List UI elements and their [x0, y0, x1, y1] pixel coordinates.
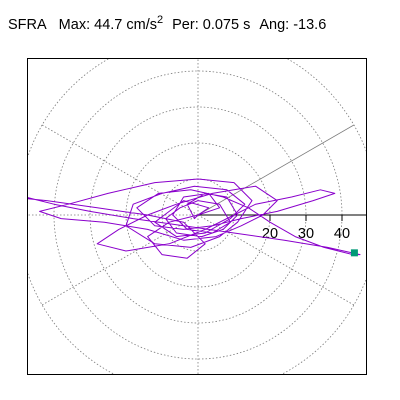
angle-label: Ang:: [259, 17, 290, 33]
radial-axis: 20 30 40: [198, 214, 366, 242]
max-marker-group: [350, 249, 358, 257]
radial-tick-label: 30: [298, 226, 314, 242]
period-label: Per:: [172, 17, 199, 33]
max-value: 44.7: [94, 17, 123, 33]
plot-frame: 20 30 40: [27, 58, 367, 375]
station-code: SFRA: [8, 17, 47, 33]
angle-value: -13.6: [293, 17, 327, 33]
chart-title: SFRA Max: 44.7 cm/s2 Per: 0.075 s Ang: -13.…: [8, 14, 326, 33]
radial-tick-label: 40: [334, 226, 350, 242]
max-unit: cm/s: [126, 17, 157, 33]
polar-plot: 20 30 40: [28, 59, 366, 374]
period-value: 0.075 s: [202, 17, 251, 33]
radial-tick-label: 20: [262, 226, 278, 242]
grid-spoke: [41, 124, 199, 216]
trace-line: [28, 178, 361, 259]
max-label: Max:: [58, 17, 91, 33]
max-point-marker: [350, 249, 358, 257]
motion-trace: [28, 178, 361, 259]
max-unit-exponent: 2: [157, 14, 164, 26]
grid-spoke: [197, 124, 355, 216]
